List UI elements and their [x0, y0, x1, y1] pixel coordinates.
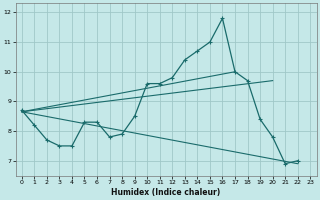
X-axis label: Humidex (Indice chaleur): Humidex (Indice chaleur): [111, 188, 221, 197]
